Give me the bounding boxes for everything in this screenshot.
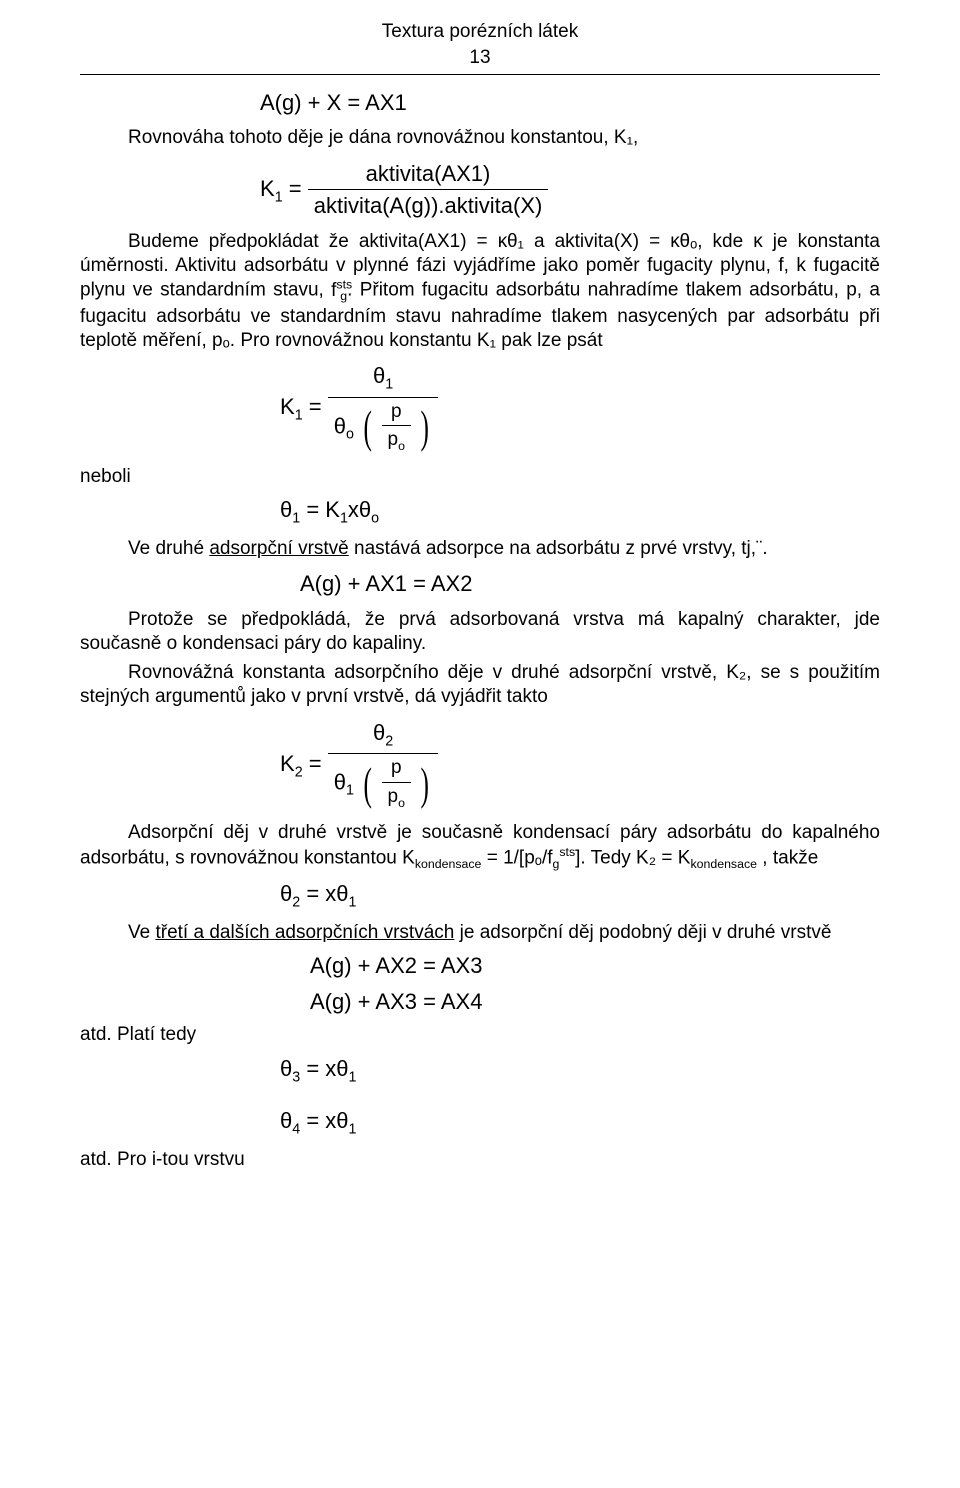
paragraph-9: atd. Pro i-tou vrstvu [80,1148,880,1172]
paragraph-3: Ve druhé adsorpční vrstvě nastává adsorp… [80,537,880,561]
k2-theta-frac: θ2 θ1 ( p po ) [328,719,439,811]
k2-theta-lhs: K2 = [280,751,328,776]
k1-theta-den: θo ( p po ) [328,398,439,455]
paragraph-1: Rovnováha tohoto děje je dána rovnovážno… [80,126,880,150]
page: Textura porézních látek 13 A(g) + X = AX… [0,0,960,1217]
p7b: je adsorpční děj podobný ději v druhé vr… [454,922,831,943]
k1-theta-lhs: K1 = [280,394,328,419]
fg-symbol: fstsg [331,280,347,301]
lparen-icon: ( [363,404,371,450]
page-header: Textura porézních látek [80,20,880,44]
paragraph-6: Adsorpční děj v druhé vrstvě je současně… [80,821,880,872]
k2-theta-num: θ2 [328,719,439,754]
p6-kond2: kondensace [690,857,757,871]
paragraph-2: Budeme předpokládat že aktivita(AX1) = κ… [80,230,880,353]
header-rule [80,74,880,75]
p6d: , takže [757,847,818,868]
equation-ax2: A(g) + AX1 = AX2 [300,570,880,598]
equation-theta3: θ3 = xθ1 [280,1055,880,1087]
p6b: = 1/[pₒ/f [481,847,552,868]
equation-ax4: A(g) + AX3 = AX4 [310,988,880,1016]
p3b: nastává adsorpce na adsorbátu z prvé vrs… [349,538,768,559]
inner-po: po [382,426,411,454]
paragraph-7: Ve třetí a dalších adsorpčních vrstvách … [80,921,880,945]
p6c: ]. Tedy K₂ = K [575,847,690,868]
rparen-icon: ) [421,404,429,450]
k1-theta-frac: θ1 θo ( p po ) [328,362,439,454]
p3-underline: adsorpční vrstvě [209,538,348,559]
k1-frac: aktivita(AX1) aktivita(A(g)).aktivita(X) [308,160,549,220]
equation-theta4: θ4 = xθ1 [280,1107,880,1139]
k2-theta-den: θ1 ( p po ) [328,754,439,811]
neboli: neboli [80,465,880,489]
p7a: Ve [128,922,155,943]
equation-ax3: A(g) + AX2 = AX3 [310,952,880,980]
paragraph-8: atd. Platí tedy [80,1023,880,1047]
equation-theta1: θ1 = K1xθo [280,496,880,528]
k1-frac-num: aktivita(AX1) [308,160,549,191]
k1-frac-den: aktivita(A(g)).aktivita(X) [308,190,549,220]
page-number: 13 [80,46,880,70]
p6-kond1: kondensace [415,857,482,871]
equation-k1-fraction: K1 = aktivita(AX1) aktivita(A(g)).aktivi… [260,160,880,220]
equation-theta2: θ2 = xθ1 [280,880,880,912]
equation-ax1: A(g) + X = AX1 [260,89,880,117]
p3a: Ve druhé [128,538,209,559]
lparen-icon-2: ( [363,761,371,807]
inner-p-2: p [382,756,411,783]
rparen-icon-2: ) [421,761,429,807]
inner-p: p [382,400,411,427]
k1-theta-num: θ1 [328,362,439,397]
paragraph-5: Rovnovážná konstanta adsorpčního děje v … [80,661,880,709]
equation-k2-theta: K2 = θ2 θ1 ( p po ) [280,719,880,811]
inner-po-2: po [382,783,411,811]
paragraph-4: Protože se předpokládá, že prvá adsorbov… [80,608,880,656]
p7-underline: třetí a dalších adsorpčních vrstvách [155,922,454,943]
equation-k1-theta: K1 = θ1 θo ( p po ) [280,362,880,454]
k1-lhs: K1 = [260,176,308,201]
p6-sts: sts [559,845,575,859]
